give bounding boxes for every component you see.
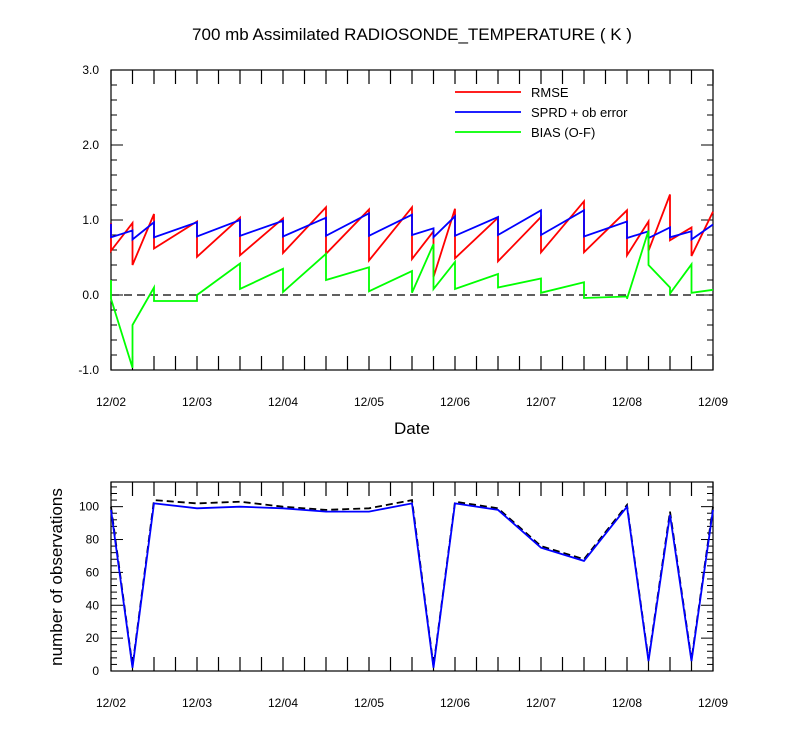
bottom-axis-ticks (110, 482, 714, 672)
bottom-series-group (110, 499, 714, 668)
top-y-tick-labels: -1.0 0.0 1.0 2.0 3.0 (78, 63, 99, 377)
top-x-tick-label: 12/08 (612, 395, 642, 409)
top-y-tick-label: 0.0 (82, 288, 99, 302)
bot-x-tick-label: 12/04 (268, 696, 298, 710)
bot-y-tick-label: 80 (86, 533, 100, 547)
bot-x-tick-label: 12/08 (612, 696, 642, 710)
bot-y-tick-label: 0 (92, 664, 99, 678)
top-y-tick-label: 3.0 (82, 63, 99, 77)
top-axis-ticks (110, 69, 714, 371)
top-x-tick-label: 12/04 (268, 395, 298, 409)
top-x-tick-label: 12/02 (96, 395, 126, 409)
x-axis-title: Date (394, 419, 430, 438)
top-x-tick-labels: 12/02 12/03 12/04 12/05 12/06 12/07 12/08 12/09 (96, 395, 728, 409)
legend-label-rmse: RMSE (531, 85, 569, 100)
series-line-possible (110, 499, 714, 667)
top-y-tick-label: 1.0 (82, 213, 99, 227)
top-series-group (110, 194, 714, 369)
legend-label-sprd-ob-error: SPRD + ob error (531, 105, 628, 120)
bot-x-tick-label: 12/02 (96, 696, 126, 710)
bot-y-tick-label: 60 (86, 565, 100, 579)
bottom-x-tick-labels: 12/02 12/03 12/04 12/05 12/06 12/07 12/08 12/09 (96, 696, 728, 710)
bot-y-tick-label: 100 (79, 500, 99, 514)
bot-x-tick-label: 12/09 (698, 696, 728, 710)
bot-x-tick-label: 12/03 (182, 696, 212, 710)
top-y-tick-label: 2.0 (82, 138, 99, 152)
bot-y-tick-label: 40 (86, 598, 100, 612)
bot-x-tick-label: 12/05 (354, 696, 384, 710)
y-axis-title: number of observations (47, 488, 66, 666)
series-line-assimilated (110, 502, 714, 668)
top-x-tick-label: 12/09 (698, 395, 728, 409)
legend-label-bias-o-f: BIAS (O-F) (531, 125, 595, 140)
top-x-tick-label: 12/07 (526, 395, 556, 409)
legend: RMSE SPRD + ob error BIAS (O-F) (455, 85, 628, 140)
top-y-tick-label: -1.0 (78, 363, 99, 377)
bottom-y-tick-labels: 0 20 40 60 80 100 (79, 500, 99, 678)
top-x-tick-label: 12/03 (182, 395, 212, 409)
series-line-bias-o-f (110, 230, 714, 369)
top-x-tick-label: 12/06 (440, 395, 470, 409)
bot-x-tick-label: 12/06 (440, 696, 470, 710)
chart-title: 700 mb Assimilated RADIOSONDE_TEMPERATUR… (192, 25, 632, 44)
bot-y-tick-label: 20 (86, 631, 100, 645)
bot-x-tick-label: 12/07 (526, 696, 556, 710)
top-x-tick-label: 12/05 (354, 395, 384, 409)
